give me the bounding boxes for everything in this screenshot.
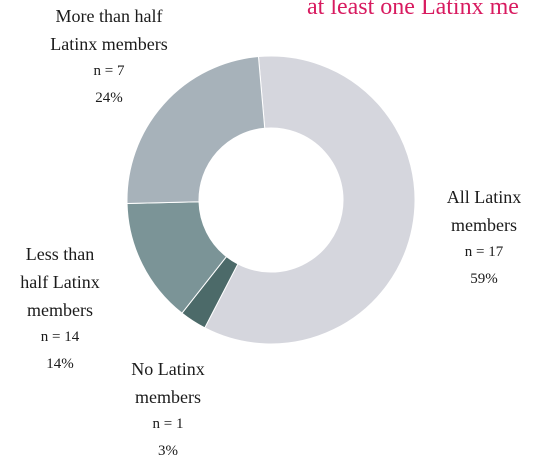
less-than-half-pct: 14%: [46, 356, 74, 372]
more-than-half-label: More than half Latinx members n = 7 24%: [34, 2, 184, 112]
less-than-half-n: n = 14: [40, 329, 80, 345]
more-than-half-n: n = 7: [93, 63, 125, 79]
all-latinx-pct: 59%: [470, 271, 498, 287]
no-latinx-line2: members: [135, 387, 201, 407]
slice-more-than-half-latinx-members: [126, 56, 266, 205]
chart-title: at least one Latinx me: [307, 0, 519, 20]
all-latinx-n: n = 17: [464, 244, 504, 260]
no-latinx-line1: No Latinx: [131, 359, 205, 379]
more-than-half-line2: Latinx members: [50, 34, 168, 54]
less-than-half-line1: Less than: [25, 244, 95, 264]
all-latinx-line2: members: [451, 215, 517, 235]
no-latinx-label: No Latinx members n = 1 3%: [112, 355, 224, 465]
less-than-half-line3: members: [27, 300, 93, 320]
slice-all-latinx-members: [204, 55, 416, 345]
more-than-half-pct: 24%: [95, 90, 123, 106]
all-latinx-line1: All Latinx: [446, 187, 522, 207]
less-than-half-line2: half Latinx: [20, 272, 100, 292]
more-than-half-line1: More than half: [55, 6, 163, 26]
no-latinx-pct: 3%: [158, 443, 178, 459]
all-latinx-label: All Latinx members n = 17 59%: [430, 183, 538, 293]
less-than-half-label: Less than half Latinx members n = 14 14%: [4, 240, 116, 378]
no-latinx-n: n = 1: [152, 416, 184, 432]
